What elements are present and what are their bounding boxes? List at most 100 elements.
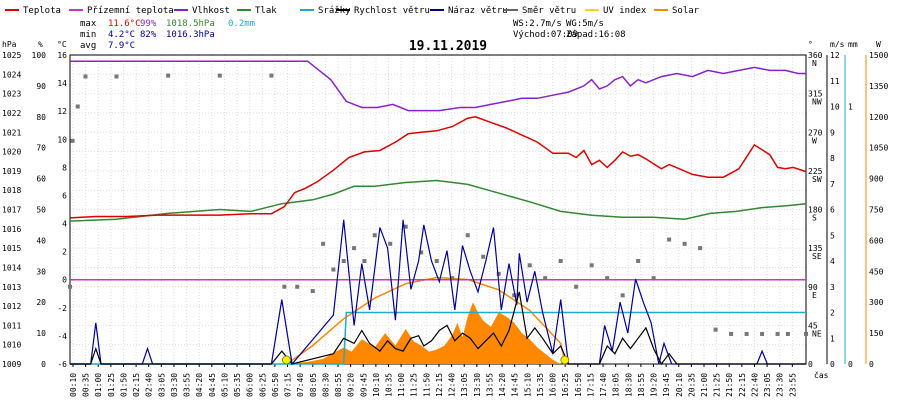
- series-wind-speed: [70, 291, 806, 366]
- tick-hpa-8: 1017: [2, 206, 21, 215]
- tick-dir-1: NW: [812, 98, 822, 107]
- wind-dir-point-42: [775, 331, 780, 336]
- wind-dir-point-2: [75, 104, 80, 109]
- tick-ms-1: 11: [830, 77, 840, 86]
- tick-deg-1: 315: [808, 90, 823, 99]
- wind-dir-point-29: [574, 284, 579, 289]
- tick-pct-2: 80: [36, 113, 46, 122]
- tick-deg-8: 0: [808, 360, 813, 369]
- wind-dir-point-25: [512, 293, 517, 298]
- tick-w-9: 150: [869, 329, 884, 338]
- legend-label-9: Solar: [672, 6, 700, 16]
- legend-label-7: Směr větru: [522, 6, 576, 16]
- legend-label-5: Rychlost větru: [354, 6, 430, 16]
- wind-dir-point-1: [70, 138, 75, 143]
- tick-x-44: 18:30: [624, 373, 633, 397]
- tick-w-1: 1350: [869, 82, 888, 91]
- stats-value-1-1: 82%: [140, 30, 157, 40]
- tick-c-0: 16: [57, 51, 67, 60]
- series-solar: [286, 302, 561, 364]
- wind-dir-point-27: [543, 276, 548, 281]
- tick-hpa-16: 1009: [2, 360, 21, 369]
- wind-dir-point-8: [282, 284, 287, 289]
- tick-x-47: 19:45: [662, 373, 671, 397]
- tick-x-9: 03:55: [183, 373, 192, 397]
- tick-x-31: 13:05: [460, 373, 469, 397]
- legend-label-1: Přízemní teplota: [87, 6, 174, 16]
- tick-ms-5: 7: [830, 180, 835, 189]
- stats-ws: WS:2.7m/s: [513, 19, 562, 29]
- legend-label-2: Vlhkost: [192, 6, 230, 16]
- tick-x-5: 02:15: [132, 373, 141, 397]
- tick-pct-9: 10: [36, 329, 46, 338]
- unit-x: čas: [814, 370, 829, 380]
- stats-wg: WG:5m/s: [566, 19, 604, 29]
- tick-mm-0: 1: [848, 103, 853, 112]
- tick-x-51: 21:25: [713, 373, 722, 397]
- tick-x-10: 04:20: [195, 373, 204, 397]
- tick-x-43: 18:05: [612, 373, 621, 397]
- tick-deg-0: 360: [808, 51, 823, 60]
- tick-c-1: 14: [57, 79, 67, 88]
- wind-dir-point-5: [166, 73, 171, 78]
- tick-hpa-0: 1025: [2, 51, 21, 60]
- stats-label-1: min: [80, 30, 96, 40]
- tick-hpa-9: 1016: [2, 225, 21, 234]
- legend-label-6: Náraz větru: [448, 6, 508, 16]
- stats-value-2-0: 7.9°C: [108, 41, 135, 51]
- tick-x-49: 20:35: [687, 373, 696, 397]
- tick-pct-7: 30: [36, 267, 46, 276]
- tick-pct-1: 90: [36, 82, 46, 91]
- tick-hpa-1: 1024: [2, 70, 21, 79]
- tick-x-33: 13:55: [485, 373, 494, 397]
- tick-c-7: 2: [62, 248, 67, 257]
- tick-dir-5: SE: [812, 252, 822, 261]
- wind-dir-point-7: [269, 73, 274, 78]
- tick-hpa-2: 1023: [2, 90, 21, 99]
- series-humidity: [70, 60, 806, 112]
- tick-deg-2: 270: [808, 128, 823, 137]
- wind-dir-point-20: [434, 259, 439, 263]
- tick-x-24: 10:10: [372, 373, 381, 397]
- series-solar-theoretical: [286, 276, 567, 365]
- tick-x-46: 19:20: [650, 373, 659, 397]
- tick-pct-0: 100: [32, 51, 47, 60]
- stats-value-1-0: 4.2°C: [108, 30, 135, 40]
- tick-hpa-15: 1010: [2, 341, 21, 350]
- stats-value-1-2: 1016.3hPa: [166, 30, 215, 40]
- wind-dir-point-24: [496, 271, 501, 276]
- tick-x-1: 00:35: [82, 373, 91, 397]
- wind-dir-point-14: [352, 246, 357, 251]
- tick-x-16: 06:50: [271, 373, 280, 397]
- tick-x-42: 17:40: [599, 373, 608, 397]
- tick-w-4: 900: [869, 175, 884, 184]
- tick-hpa-4: 1021: [2, 128, 21, 137]
- tick-hpa-11: 1014: [2, 263, 21, 272]
- tick-ms-3: 9: [830, 128, 835, 137]
- tick-pct-8: 20: [36, 298, 46, 307]
- wind-dir-point-32: [620, 293, 625, 298]
- tick-x-7: 03:05: [157, 373, 166, 397]
- wind-dir-point-40: [744, 331, 749, 336]
- tick-x-18: 07:40: [296, 373, 305, 397]
- tick-hpa-7: 1018: [2, 186, 21, 195]
- tick-deg-4: 180: [808, 206, 823, 215]
- tick-pct-3: 70: [36, 144, 46, 153]
- tick-w-5: 750: [869, 206, 884, 215]
- tick-x-20: 08:30: [321, 373, 330, 397]
- tick-hpa-3: 1022: [2, 109, 21, 118]
- tick-dir-3: SW: [812, 175, 822, 184]
- stats-value-0-2: 1018.5hPa: [166, 19, 215, 29]
- stats-value-0-3: 0.2mm: [228, 19, 255, 29]
- tick-x-50: 21:00: [700, 373, 709, 397]
- unit-ms: m/s: [830, 40, 845, 49]
- tick-x-12: 05:10: [220, 373, 229, 397]
- wind-dir-point-22: [465, 233, 470, 238]
- tick-x-45: 18:55: [637, 373, 646, 397]
- legend-label-3: Tlak: [255, 6, 277, 16]
- wind-dir-point-18: [403, 224, 408, 229]
- series-wind-gust: [70, 219, 806, 366]
- unit-hpa: hPa: [2, 40, 17, 49]
- tick-ms-10: 2: [830, 309, 835, 318]
